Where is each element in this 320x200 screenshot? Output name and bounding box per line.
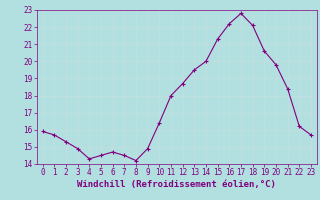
X-axis label: Windchill (Refroidissement éolien,°C): Windchill (Refroidissement éolien,°C) <box>77 180 276 189</box>
